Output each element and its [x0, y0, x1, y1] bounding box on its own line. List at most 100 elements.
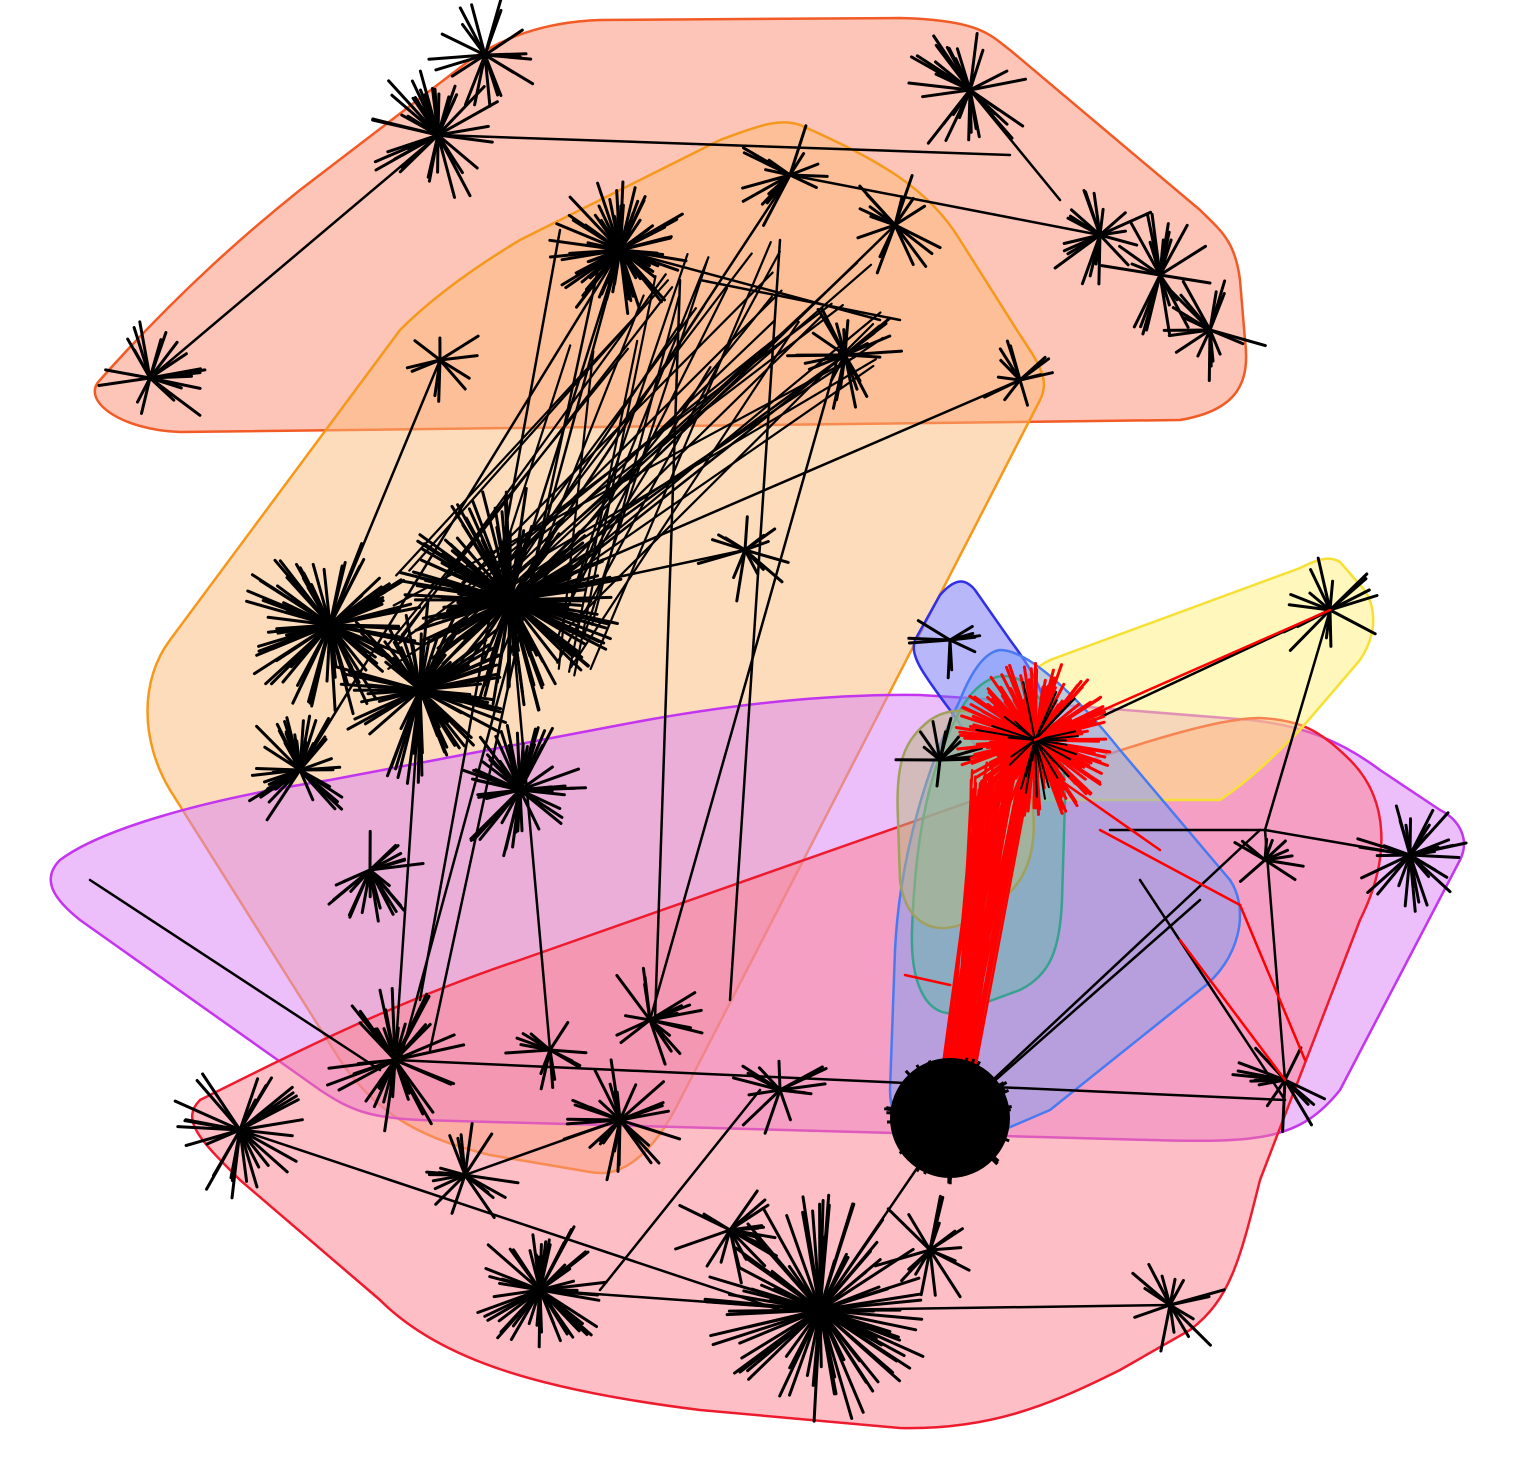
edge-spoke	[618, 248, 663, 304]
edge-spoke	[930, 1117, 952, 1174]
edge-long	[968, 88, 1062, 202]
edge-spoke	[255, 767, 302, 772]
edge-spoke	[618, 235, 673, 252]
edge-long	[328, 358, 442, 627]
edge-spoke	[615, 1090, 622, 1122]
edge-spoke	[511, 1288, 542, 1328]
edge-spoke	[148, 376, 176, 402]
edge-red-bundle	[954, 786, 1003, 1102]
edge-spoke	[1283, 1078, 1316, 1106]
edge-long	[1263, 828, 1412, 857]
edge-spoke	[1129, 221, 1162, 277]
edge-spoke	[1174, 328, 1212, 354]
edge-spoke	[648, 1018, 673, 1053]
edge-spoke	[275, 722, 302, 772]
edge-spoke	[426, 133, 440, 179]
edge-spoke	[390, 987, 397, 1062]
edge-spoke	[618, 1083, 638, 1122]
edge-bundle	[430, 307, 698, 666]
edge-spoke	[298, 714, 312, 772]
edge-spoke	[907, 638, 952, 645]
edge-red-spoke	[1008, 663, 1037, 742]
edge-spoke	[1263, 858, 1305, 868]
edge-spoke	[328, 623, 368, 672]
edge-spoke	[368, 844, 400, 872]
edge-spoke	[818, 1258, 882, 1312]
edge-spoke	[521, 1032, 552, 1052]
edge-spoke	[921, 88, 972, 99]
edge-bundle	[490, 319, 776, 593]
edge-spoke	[518, 743, 536, 792]
edge-spoke	[328, 623, 392, 661]
edge-spoke	[436, 100, 499, 137]
edge-bundle	[482, 305, 706, 642]
edge-spoke	[257, 623, 332, 653]
edge-spoke	[238, 1128, 289, 1174]
edge-spoke	[1148, 240, 1162, 277]
edge-spoke	[643, 975, 652, 1022]
edge-spoke	[1408, 808, 1435, 857]
edge-spoke	[418, 688, 508, 724]
edge-spoke	[539, 1048, 552, 1076]
edge-spoke	[784, 1308, 822, 1358]
edge-spoke	[1018, 357, 1051, 382]
edge-spoke	[1263, 858, 1297, 881]
edge-spoke	[538, 1263, 567, 1292]
edge-long	[698, 278, 902, 322]
edge-long	[418, 228, 562, 1002]
edge-spoke	[949, 1116, 1004, 1145]
edge-spoke	[104, 368, 152, 380]
edge-spoke	[326, 1058, 397, 1087]
edge-spoke	[618, 248, 635, 298]
edge-spoke	[302, 571, 332, 627]
edge-spoke	[999, 358, 1022, 382]
edge-spoke	[1133, 1303, 1172, 1319]
edge-spoke	[427, 53, 487, 61]
edge-spoke	[907, 1213, 932, 1252]
edge-spoke	[276, 584, 332, 627]
edge-spoke	[1283, 1078, 1313, 1127]
edge-spoke	[919, 1248, 932, 1297]
edge-spoke	[436, 598, 512, 659]
edge-spoke	[469, 788, 522, 842]
edge-spoke	[1098, 229, 1127, 237]
edge-spoke	[788, 152, 806, 177]
edge-spoke	[818, 1308, 924, 1321]
edge-spoke	[948, 1116, 999, 1165]
edge-spoke	[818, 1308, 918, 1332]
edge-spoke	[538, 1241, 566, 1292]
edge-spoke	[1168, 1303, 1176, 1334]
edge-spoke	[1098, 211, 1127, 237]
edge-spoke	[298, 768, 315, 802]
edge-spoke	[136, 376, 152, 404]
edge-spoke	[839, 353, 847, 390]
edge-spoke	[818, 1308, 880, 1384]
edge-spoke	[238, 1084, 268, 1132]
edge-spoke	[949, 1107, 1008, 1120]
edge-spoke	[1263, 854, 1294, 862]
edge-spoke	[184, 1118, 242, 1132]
edge-spoke	[1084, 190, 1102, 237]
edge-spoke	[390, 93, 440, 137]
edge-spoke	[777, 1059, 782, 1092]
edge-spoke	[785, 1214, 822, 1312]
edge-spoke	[322, 567, 332, 627]
edge-long	[298, 248, 622, 772]
edge-spoke	[889, 1110, 951, 1120]
edge-spoke	[238, 1085, 294, 1132]
edge-spoke	[928, 1229, 957, 1252]
edge-spoke	[734, 1246, 822, 1312]
edge-spoke	[238, 1118, 304, 1132]
edge-spoke	[497, 1288, 542, 1323]
edge-spoke	[593, 1069, 622, 1122]
edge-spoke	[459, 1133, 467, 1177]
edge-spoke	[470, 3, 487, 57]
edge-spoke	[938, 730, 948, 762]
edge-spoke	[368, 862, 425, 872]
edge-spoke	[968, 69, 1009, 92]
edge-red-bundle	[947, 777, 1002, 1106]
edge-spoke	[483, 53, 522, 59]
edge-spoke	[843, 349, 903, 357]
edge-spoke	[757, 1066, 782, 1092]
edge-spoke	[728, 1228, 767, 1268]
